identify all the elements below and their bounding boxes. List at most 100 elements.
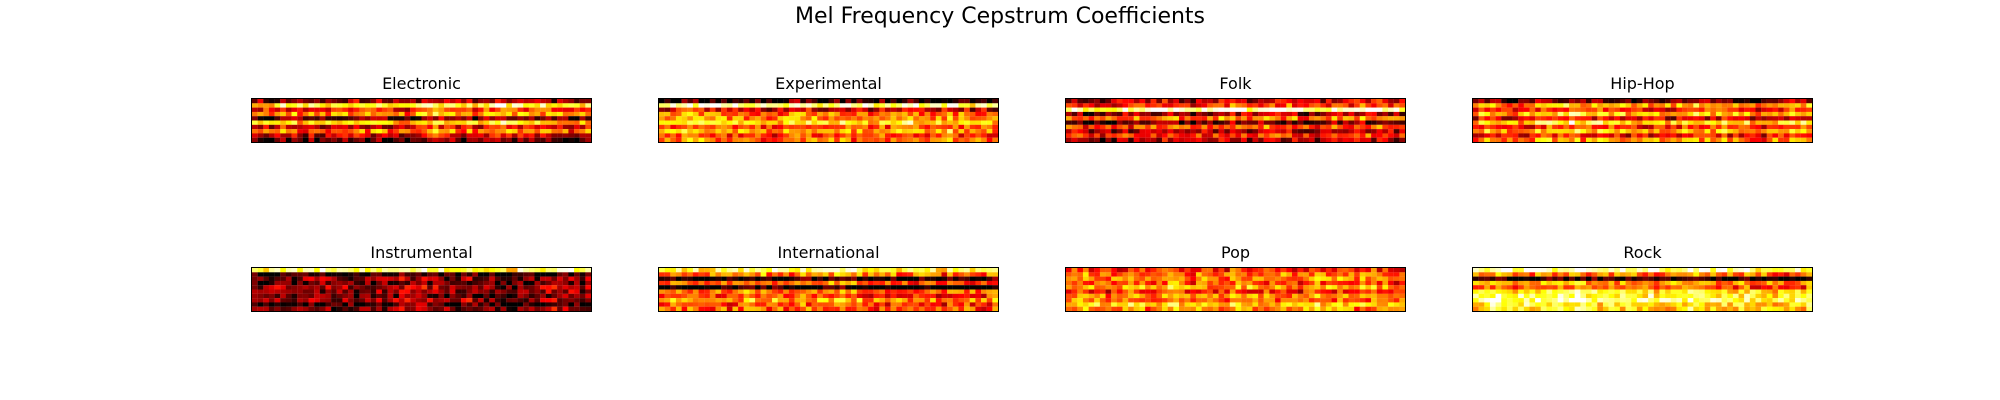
heatmap-cell [370,293,377,299]
heatmap-cell [777,107,784,112]
heatmap-cell [1342,129,1349,134]
heatmap-cell [1348,285,1355,290]
heatmap-cell [1359,293,1366,299]
heatmap-cell [472,133,479,138]
heatmap-cell [1721,107,1728,112]
heatmap-cell [930,107,936,112]
heatmap-cell [1676,293,1683,299]
heatmap-cell [1687,120,1694,125]
heatmap-cell [664,103,671,108]
heatmap-cell [1077,272,1084,277]
heatmap-cell [551,302,558,307]
heatmap-cell [1795,103,1801,108]
heatmap-cell [1280,285,1287,290]
heatmap-cell [1529,306,1536,311]
heatmap-cell [913,107,920,112]
heatmap-cell [478,289,484,294]
heatmap-cell [890,129,897,134]
panel-title: Pop [1220,243,1251,262]
heatmap-cell [1122,268,1129,273]
heatmap-cell [1184,272,1191,277]
heatmap-cell [1376,133,1383,138]
heatmap-cell [851,107,857,112]
heatmap-cell [336,103,343,108]
heatmap-cell [1235,124,1242,130]
heatmap-cell [1766,272,1773,277]
heatmap-cell [1591,285,1598,290]
heatmap-cell [1077,129,1084,134]
heatmap-cell [438,298,445,303]
heatmap-cell [1795,116,1801,121]
heatmap-cell [455,268,462,273]
heatmap-cell [398,268,405,273]
heatmap-cell [1359,280,1366,286]
heatmap-cell [1280,103,1287,108]
heatmap-cell [1162,107,1168,112]
heatmap-cell [1388,137,1394,142]
heatmap-cell [1625,302,1632,307]
heatmap-cell [1789,129,1796,134]
heatmap-cell [1297,129,1304,134]
heatmap-cell [1139,276,1146,281]
heatmap-cell [783,99,790,104]
heatmap-cell [370,306,377,311]
heatmap-cell [1099,111,1106,117]
heatmap-cell [1676,120,1683,125]
heatmap-cell [1574,103,1581,108]
heatmap-cell [868,289,874,294]
heatmap-cell [760,116,767,121]
heatmap-cell [772,285,778,290]
heatmap-cell [675,272,682,277]
heatmap-cell [1179,272,1185,277]
heatmap-cell [1094,272,1101,277]
heatmap-cell [1145,268,1151,273]
heatmap-cell [1563,129,1570,134]
heatmap-cell [1806,268,1812,273]
heatmap-cell [285,280,292,286]
heatmap-cell [868,111,874,117]
heatmap-cell [263,107,270,112]
heatmap-cell [297,111,303,117]
heatmap-cell [1201,124,1208,130]
heatmap-cell [1218,103,1225,108]
heatmap-cell [1478,293,1485,299]
heatmap-cell [1348,293,1355,299]
heatmap-cell [1139,137,1146,142]
heatmap-cell [376,302,383,307]
heatmap-cell [410,268,416,273]
heatmap-cell [1744,272,1750,277]
heatmap-cell [901,103,908,108]
heatmap-cell [851,285,857,290]
heatmap-cell [461,276,467,281]
heatmap-cell [1201,103,1208,108]
heatmap-cell [1704,272,1711,277]
heatmap-cell [1484,133,1491,138]
heatmap-cell [325,111,332,117]
heatmap-cell [1484,107,1491,112]
heatmap-cell [721,293,727,299]
heatmap-cell [1529,137,1536,142]
heatmap-cell [1580,302,1587,307]
heatmap-cell [670,103,677,108]
heatmap-cell [466,107,473,112]
heatmap-cell [1207,285,1214,290]
heatmap-cell [585,133,591,138]
heatmap-cell [1082,133,1089,138]
heatmap-cell [896,293,903,299]
heatmap-cell [1308,293,1315,299]
heatmap-cell [1128,293,1134,299]
heatmap-cell [1224,111,1230,117]
heatmap-cell [698,107,705,112]
heatmap-cell [670,276,677,281]
heatmap-cell [1727,268,1734,273]
heatmap-cell [319,103,326,108]
heatmap-cell [709,116,716,121]
heatmap-cell [574,133,580,138]
heatmap-cell [924,107,931,112]
heatmap-cell [1546,137,1553,142]
heatmap-cell [1365,99,1372,104]
heatmap-cell [1252,306,1259,311]
heatmap-cell [511,116,518,121]
heatmap-cell [1342,276,1349,281]
heatmap-cell [568,293,575,299]
